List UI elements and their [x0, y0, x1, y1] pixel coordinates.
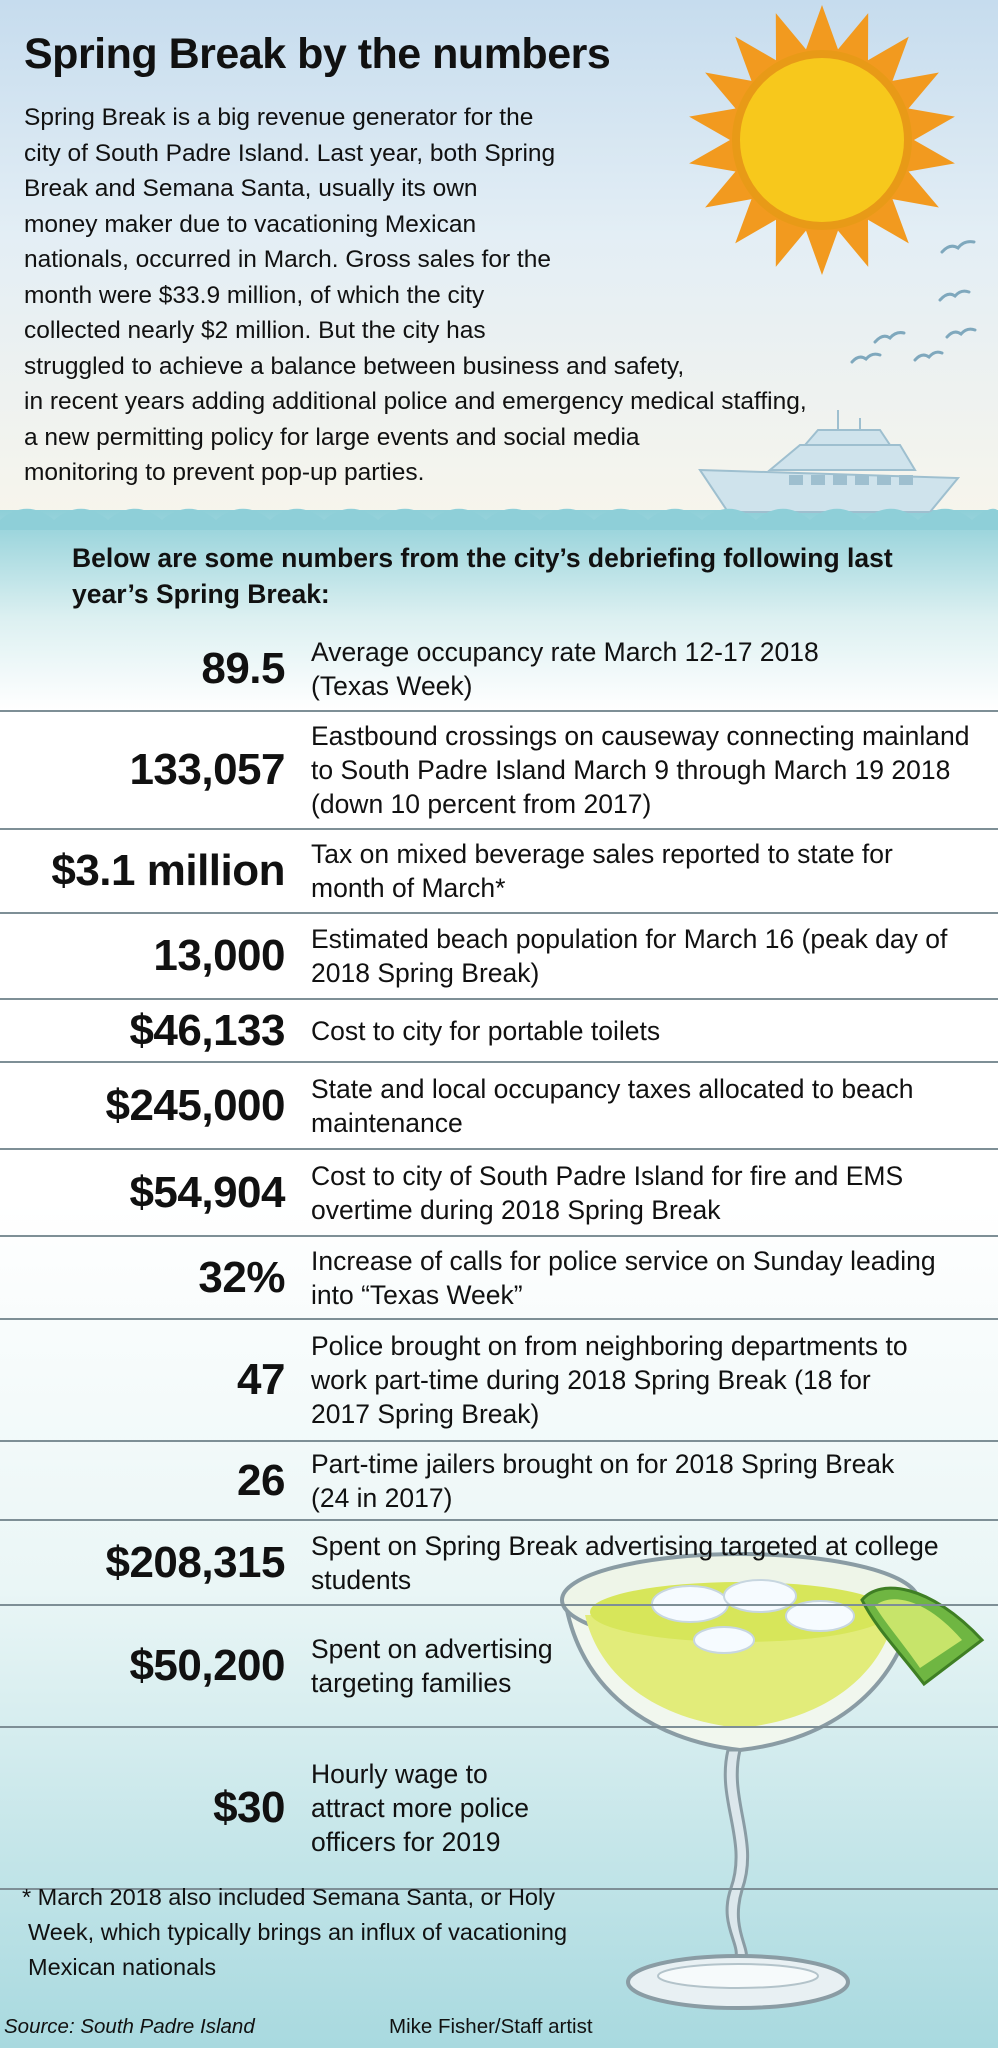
stat-row: 13,000 Estimated beach population for Ma…	[0, 912, 998, 998]
intro-line: collected nearly $2 million. But the cit…	[24, 317, 486, 344]
stat-value: $245,000	[105, 1080, 285, 1130]
sea-background	[0, 510, 998, 2048]
stat-value: $30	[213, 1783, 285, 1832]
stat-description: Cost to city of South Padre Island for f…	[311, 1160, 904, 1225]
stat-row: $3.1 million Tax on mixed beverage sales…	[0, 828, 998, 912]
page-title: Spring Break by the numbers	[24, 30, 611, 78]
intro-line: monitoring to prevent pop-up parties.	[24, 459, 425, 486]
boat-illustration	[698, 410, 961, 513]
margarita-illustration	[560, 1552, 985, 2010]
stat-description: Spent on advertising targeting families	[311, 1634, 553, 1698]
artist-credit: Mike Fisher/Staff artist	[389, 2015, 593, 2038]
source-credit: Source: South Padre Island	[4, 2015, 255, 2038]
wave-edge	[0, 508, 998, 530]
stat-value: $46,133	[129, 1005, 285, 1055]
stat-description: Tax on mixed beverage sales reported to …	[311, 839, 893, 903]
stat-row: 133,057 Eastbound crossings on causeway …	[0, 710, 998, 828]
stat-value: 32%	[198, 1252, 285, 1302]
stat-value: 47	[237, 1355, 285, 1404]
stat-value: $54,904	[129, 1167, 285, 1217]
intro-line: month were $33.9 million, of which the c…	[24, 281, 485, 309]
stat-row: $208,315 Spent on Spring Break advertisi…	[0, 1519, 998, 1604]
stat-row: 26 Part-time jailers brought on for 2018…	[0, 1440, 998, 1519]
stat-description: Part-time jailers brought on for 2018 Sp…	[311, 1448, 895, 1513]
stat-value: 89.5	[201, 644, 285, 693]
stat-value: $3.1 million	[51, 846, 285, 895]
stat-row: $46,133 Cost to city for portable toilet…	[0, 998, 998, 1061]
stat-description: Increase of calls for police service on …	[311, 1245, 936, 1310]
stat-value: $208,315	[105, 1537, 285, 1587]
stat-row: 89.5 Average occupancy rate March 12-17 …	[0, 628, 998, 710]
stat-row: $30 Hourly wage to attract more police o…	[0, 1726, 998, 1888]
intro-line: Break and Semana Santa, usually its own	[24, 175, 478, 202]
intro-paragraph: Spring Break is a big revenue generator …	[24, 100, 807, 491]
stats-list: 89.5 Average occupancy rate March 12-17 …	[0, 628, 998, 1890]
stat-description: Average occupancy rate March 12-17 2018 …	[311, 637, 819, 701]
stat-row: 47 Police brought on from neighboring de…	[0, 1318, 998, 1440]
footnote-line: Mexican nationals	[28, 1954, 217, 1980]
intro-line: Spring Break is a big revenue generator …	[24, 104, 534, 131]
footnote: * March 2018 also included Semana Santa,…	[22, 1880, 567, 1985]
intro-line: nationals, occurred in March. Gross sale…	[24, 246, 551, 273]
divider	[0, 1888, 998, 1890]
sun-disc	[732, 50, 912, 230]
intro-line: struggled to achieve a balance between b…	[24, 352, 685, 380]
stat-description: Police brought on from neighboring depar…	[311, 1331, 908, 1429]
intro-line: city of South Padre Island. Last year, b…	[24, 139, 556, 167]
stat-row: $245,000 State and local occupancy taxes…	[0, 1061, 998, 1148]
stat-description: Hourly wage to attract more police offic…	[311, 1759, 529, 1857]
intro-line: money maker due to vacationing Mexican	[24, 210, 477, 238]
stat-row: 32% Increase of calls for police service…	[0, 1235, 998, 1318]
intro-line: in recent years adding additional police…	[24, 388, 807, 415]
footnote-line: Week, which typically brings an influx o…	[28, 1919, 568, 1945]
intro-line: a new permitting policy for large events…	[24, 423, 640, 451]
stat-value: $50,200	[129, 1641, 285, 1690]
section-subhead: Below are some numbers from the city’s d…	[72, 543, 893, 609]
stat-row: $50,200 Spent on advertising targeting f…	[0, 1604, 998, 1726]
stat-description: Spent on Spring Break advertising target…	[311, 1530, 939, 1595]
birds-illustration	[850, 240, 977, 364]
stat-value: 13,000	[153, 931, 285, 980]
stat-value: 26	[237, 1455, 285, 1505]
stat-description: State and local occupancy taxes allocate…	[311, 1073, 914, 1138]
stat-value: 133,057	[129, 745, 285, 794]
sun-illustration	[689, 5, 955, 275]
stat-description: Estimated beach population for March 16 …	[311, 924, 948, 988]
stat-row: $54,904 Cost to city of South Padre Isla…	[0, 1148, 998, 1235]
stat-description: Cost to city for portable toilets	[311, 1015, 661, 1046]
stat-description: Eastbound crossings on causeway connecti…	[311, 721, 970, 819]
footnote-line: * March 2018 also included Semana Santa,…	[22, 1884, 555, 1910]
